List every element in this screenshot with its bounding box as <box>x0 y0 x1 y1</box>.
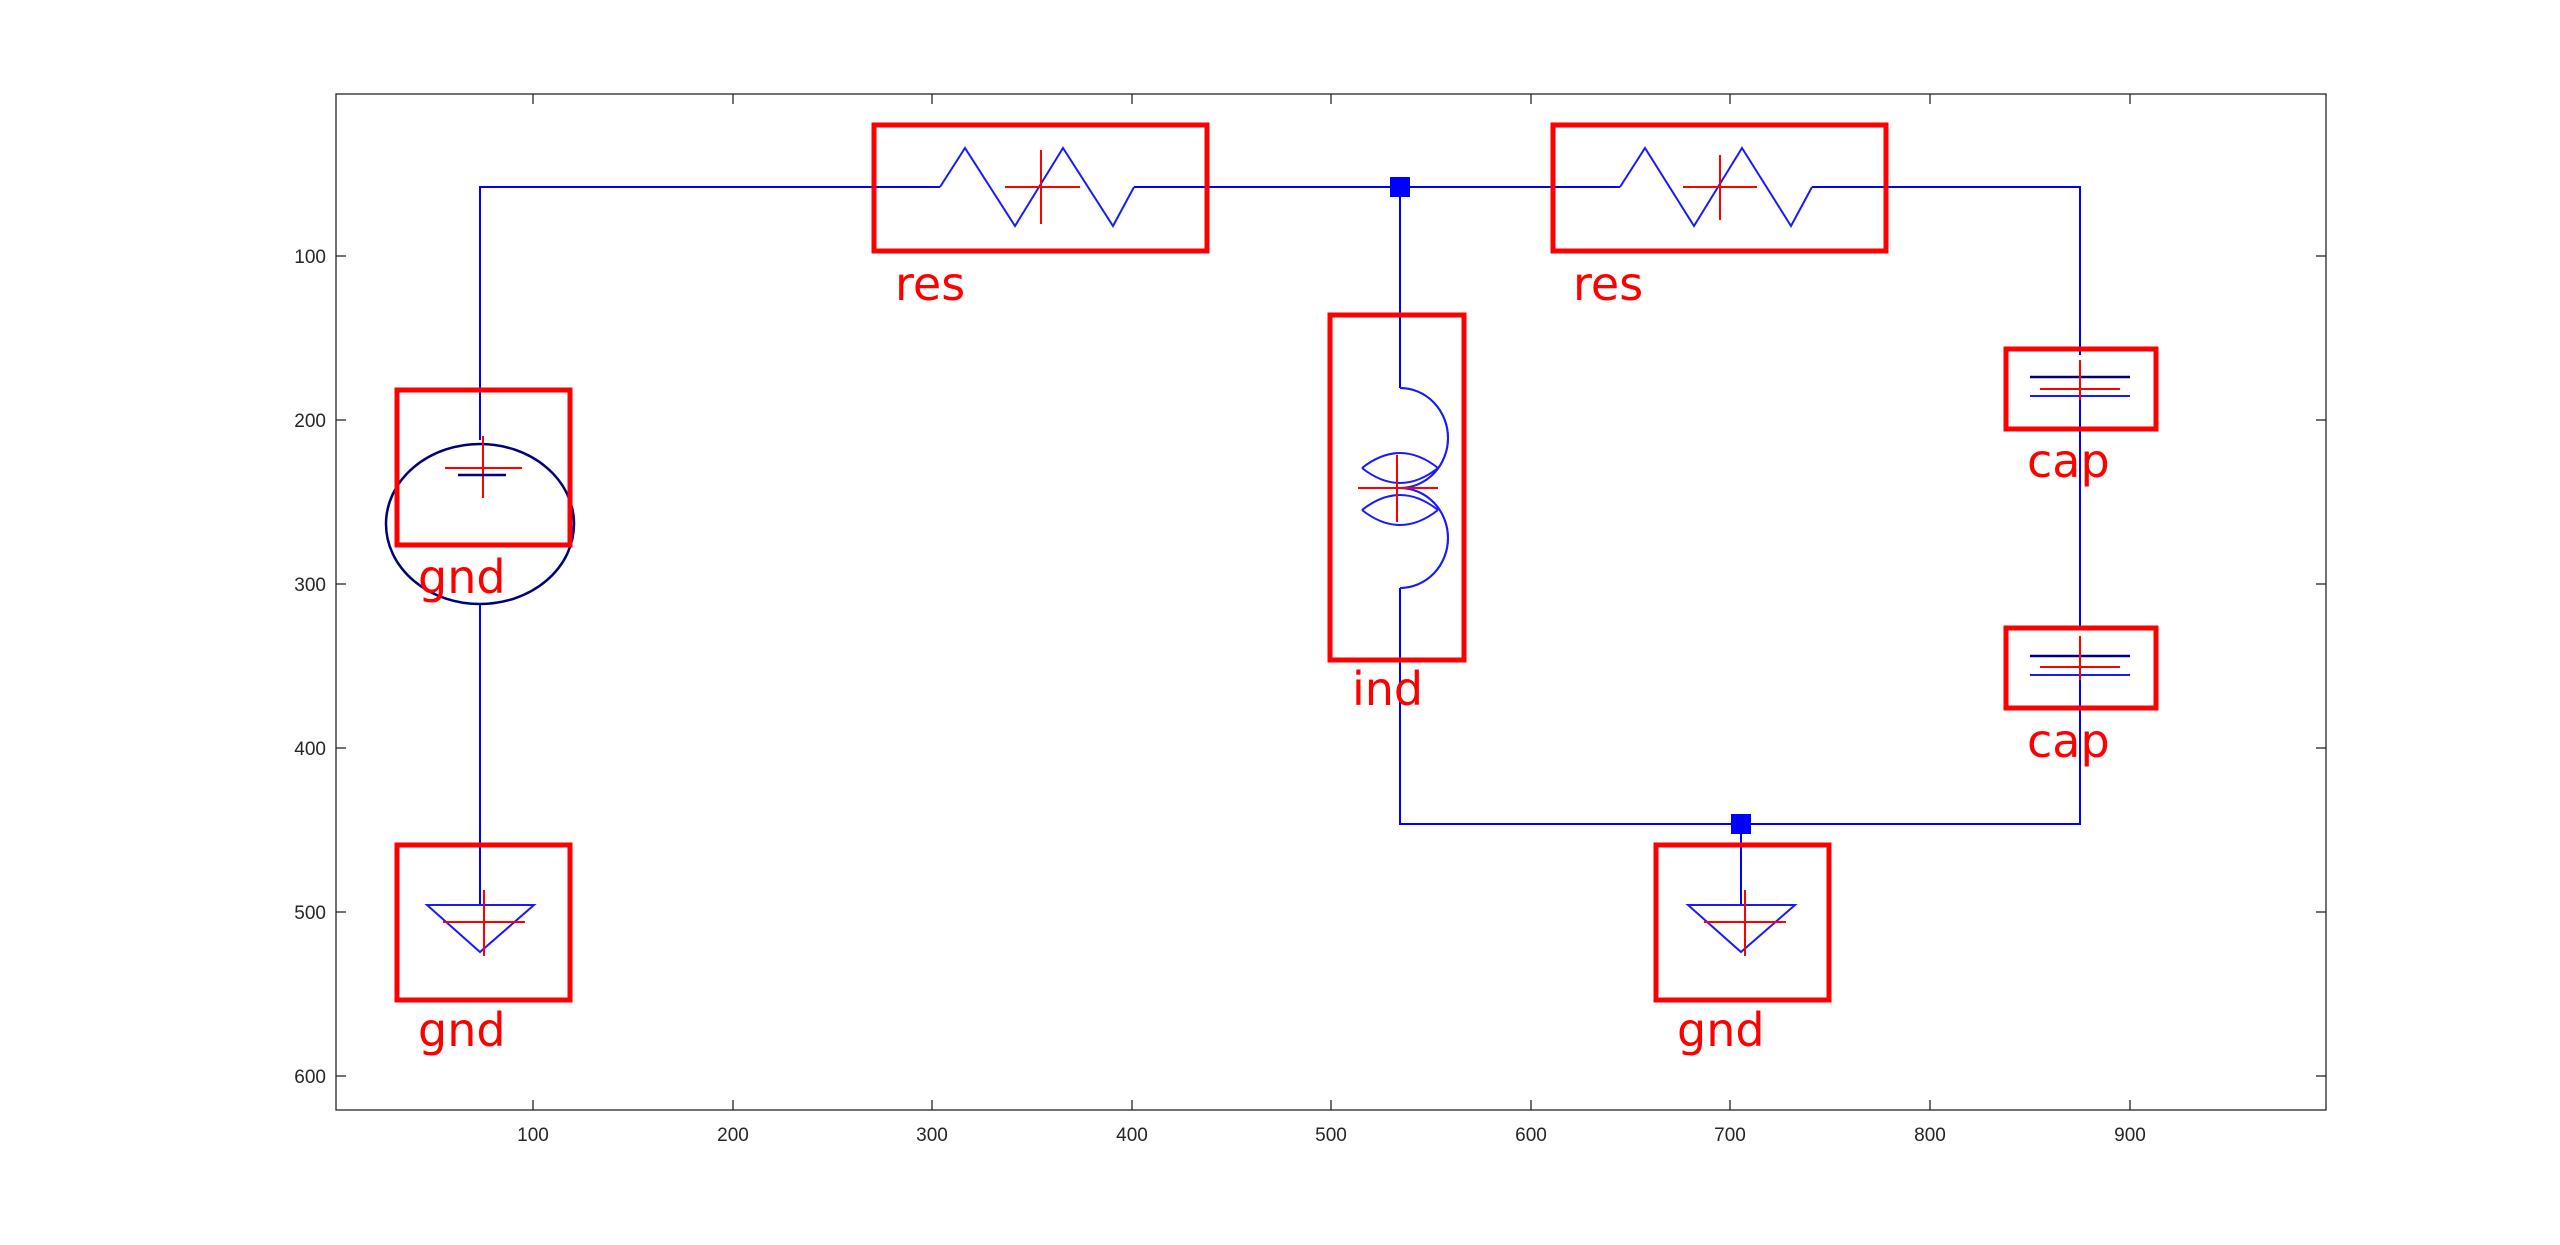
inductor-coil-icon <box>1361 494 1439 511</box>
x-tick-label: 600 <box>1515 1125 1547 1146</box>
inductor: ind <box>1327 312 1467 716</box>
capacitor-1: cap <box>2003 346 2159 488</box>
component-label: gnd <box>418 550 506 604</box>
junction-dot <box>1390 177 1410 197</box>
inductor-coil-icon <box>1399 387 1450 489</box>
component-box <box>871 122 1210 254</box>
y-tick-label: 300 <box>294 575 326 596</box>
y-axis: 100 200 300 400 500 600 <box>294 247 2326 1088</box>
x-tick-label: 800 <box>1914 1125 1946 1146</box>
x-tick-label: 300 <box>916 1125 948 1146</box>
wire-top-left <box>479 186 940 440</box>
resistor-2: res <box>1550 122 1889 311</box>
ground-2: gnd <box>1653 842 1832 1057</box>
ground-icon <box>1685 904 1798 954</box>
component-box <box>2003 625 2159 711</box>
wire-top-right <box>1812 186 2081 355</box>
x-tick-label: 900 <box>2114 1125 2146 1146</box>
junction-dot <box>1731 814 1751 834</box>
component-box <box>1550 122 1889 254</box>
component-box <box>2003 346 2159 432</box>
voltage-source: gnd <box>384 387 576 606</box>
component-box <box>1653 842 1832 1003</box>
component-label: gnd <box>418 1003 506 1057</box>
x-tick-label: 100 <box>517 1125 549 1146</box>
component-label: res <box>895 257 965 311</box>
component-label: res <box>1573 257 1643 311</box>
inductor-coil-icon <box>1399 487 1450 589</box>
ground-icon <box>424 904 537 954</box>
component-box <box>1327 312 1467 663</box>
x-axis: 100 200 300 400 500 600 700 800 900 <box>517 94 2146 1146</box>
inductor-coil-icon <box>1361 452 1439 469</box>
y-tick-label: 400 <box>294 739 326 760</box>
component-box <box>394 842 573 1003</box>
y-tick-label: 500 <box>294 903 326 924</box>
component-label: gnd <box>1677 1003 1765 1057</box>
y-tick-label: 200 <box>294 411 326 432</box>
x-tick-label: 500 <box>1315 1125 1347 1146</box>
x-tick-label: 700 <box>1714 1125 1746 1146</box>
source-circle-icon <box>384 442 576 606</box>
x-tick-label: 400 <box>1116 1125 1148 1146</box>
component-label: cap <box>2027 434 2110 488</box>
component-box <box>394 387 573 548</box>
inductor-coil-icon <box>1361 467 1439 484</box>
inductor-coil-icon <box>1361 509 1439 526</box>
x-tick-label: 200 <box>717 1125 749 1146</box>
y-tick-label: 100 <box>294 247 326 268</box>
component-label: cap <box>2027 714 2110 768</box>
y-tick-label: 600 <box>294 1067 326 1088</box>
resistor-1: res <box>871 122 1210 311</box>
component-label: ind <box>1352 662 1423 716</box>
capacitor-2: cap <box>2003 625 2159 768</box>
ground-1: gnd <box>394 842 573 1057</box>
